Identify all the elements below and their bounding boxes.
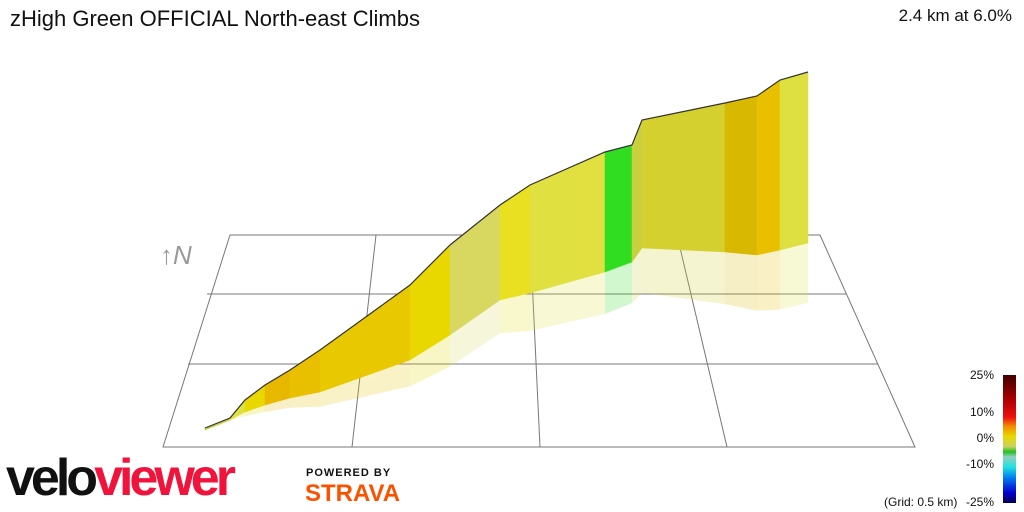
profile-reflection: [205, 243, 808, 431]
reflection-segment: [642, 248, 725, 305]
profile-segment: [604, 144, 633, 273]
reflection-segment: [450, 300, 500, 367]
legend-tick: -10%: [965, 457, 994, 471]
legend-tick: 10%: [969, 405, 994, 419]
strava-logo[interactable]: STRAVA: [305, 480, 401, 507]
page-title: zHigh Green OFFICIAL North-east Climbs: [10, 6, 420, 31]
profile-segment: [289, 349, 321, 399]
reflection-segment: [780, 243, 808, 310]
profile-segment: [756, 79, 781, 256]
reflection-segment: [410, 335, 450, 387]
legend-tick: 0%: [976, 431, 994, 445]
powered-by-label: POWERED BY: [306, 467, 392, 479]
profile-segment: [724, 95, 758, 256]
profile-segment: [529, 151, 606, 294]
reflection-segment: [757, 250, 780, 311]
reflection-segment: [245, 405, 265, 417]
profile-segment: [641, 102, 726, 253]
profile-segment: [779, 71, 809, 251]
reflection-segment: [290, 392, 320, 408]
gradient-colorbar: [1003, 375, 1016, 503]
legend-tick: -25%: [965, 495, 994, 509]
reflection-segment: [265, 398, 290, 412]
reflection-segment: [320, 360, 410, 407]
north-arrow-icon: ↑N: [160, 240, 192, 270]
reflection-segment: [500, 293, 530, 334]
veloviewer-logo[interactable]: veloviewer: [6, 449, 236, 507]
profile-top-line: [204, 71, 809, 429]
climb-summary: 2.4 km at 6.0%: [898, 6, 1012, 25]
reflection-segment: [605, 262, 632, 314]
reflection-segment: [632, 248, 642, 303]
legend-tick: 25%: [969, 368, 994, 382]
reflection-segment: [725, 252, 757, 311]
profile-wall: [204, 71, 809, 431]
grid-note: (Grid: 0.5 km): [884, 495, 958, 509]
reflection-segment: [530, 272, 605, 331]
